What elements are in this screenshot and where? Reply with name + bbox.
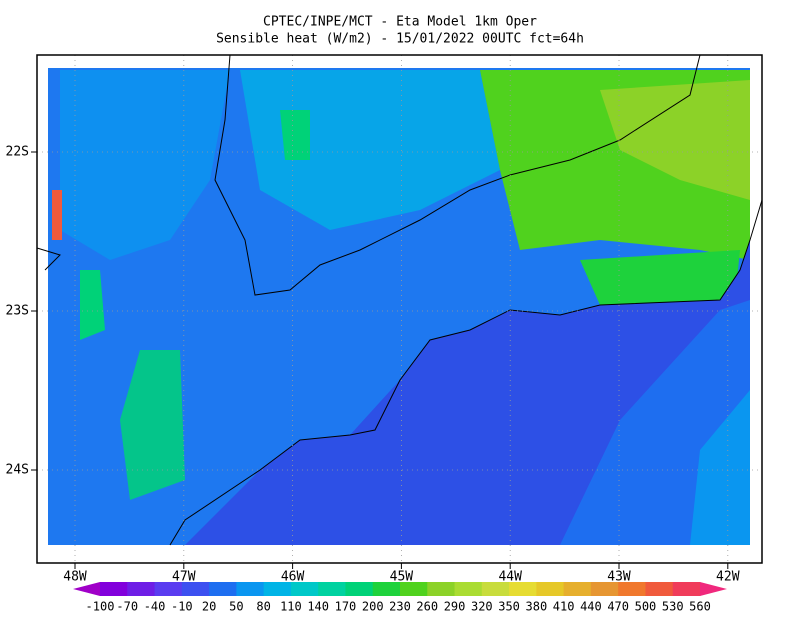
colorbar-label: 380 — [526, 600, 548, 614]
land-patch — [600, 80, 750, 200]
title-line-1: CPTEC/INPE/MCT - Eta Model 1km Oper — [263, 15, 537, 30]
colorbar-box — [672, 582, 701, 596]
title-line-2: Sensible heat (W/m2) - 15/01/2022 00UTC … — [216, 32, 584, 47]
colorbar-box — [454, 582, 483, 596]
lon-label: 46W — [281, 570, 305, 585]
colorbar-label: 230 — [389, 600, 411, 614]
colorbar-label: -40 — [144, 600, 166, 614]
colorbar-box — [590, 582, 619, 596]
colorbar-label: 140 — [307, 600, 329, 614]
colorbar-box — [236, 582, 265, 596]
colorbar-label: 80 — [256, 600, 270, 614]
ocean-warm — [690, 390, 750, 545]
grid — [31, 55, 762, 569]
land-patch — [280, 110, 310, 160]
lon-label: 44W — [498, 570, 522, 585]
colorbar-box — [400, 582, 428, 596]
colorbar-label: 500 — [635, 600, 657, 614]
lon-label: 43W — [607, 570, 631, 585]
colorbar-label: -70 — [116, 600, 138, 614]
colorbar-label: -10 — [171, 600, 193, 614]
colorbar-label: 530 — [662, 600, 684, 614]
colorbar-box — [645, 582, 674, 596]
colorbar-end — [700, 582, 727, 596]
colorbar-box — [100, 582, 128, 596]
colorbar-end — [73, 582, 100, 596]
field — [48, 68, 750, 545]
lat-label: 22S — [6, 145, 29, 160]
lon-label: 45W — [390, 570, 414, 585]
land-patch — [120, 350, 185, 500]
colorbar-label: 440 — [580, 600, 602, 614]
colorbar-label: 470 — [607, 600, 629, 614]
lon-label: 47W — [172, 570, 196, 585]
boundaries — [36, 54, 763, 546]
colorbar-label: 320 — [471, 600, 493, 614]
colorbar-box — [290, 582, 319, 596]
lat-label: 24S — [6, 463, 29, 478]
colorbar-label: 410 — [553, 600, 575, 614]
colorbar-label: 290 — [444, 600, 466, 614]
colorbar-box — [263, 582, 292, 596]
hot-spot — [52, 190, 62, 240]
state-border — [214, 54, 701, 296]
colorbar-box — [318, 582, 346, 596]
colorbar-box — [372, 582, 401, 596]
colorbar-label: 200 — [362, 600, 384, 614]
lon-label: 48W — [63, 570, 87, 585]
colorbar-box — [181, 582, 210, 596]
colorbar-box — [345, 582, 374, 596]
colorbar-label: 170 — [335, 600, 357, 614]
colorbar-box — [209, 582, 237, 596]
colorbar-label: 560 — [689, 600, 711, 614]
colorbar-box — [481, 582, 510, 596]
lon-label: 42W — [716, 570, 740, 585]
map-frame — [36, 54, 763, 564]
colorbar-box — [154, 582, 183, 596]
colorbar-label: 110 — [280, 600, 302, 614]
land-patch — [80, 270, 105, 340]
colorbar-label: 20 — [202, 600, 216, 614]
colorbar-label: 350 — [498, 600, 520, 614]
colorbar-box — [509, 582, 537, 596]
coastline — [169, 199, 763, 546]
colorbar-label: 260 — [416, 600, 438, 614]
state-border — [36, 247, 61, 271]
colorbar-box — [563, 582, 592, 596]
colorbar-label: -100 — [86, 600, 115, 614]
colorbar-box — [618, 582, 646, 596]
land-patch — [580, 250, 740, 305]
colorbar-label: 50 — [229, 600, 243, 614]
colorbar: -100 -70 -40 -10 20 50 80 110 140 170 200 230 260 290… — [73, 582, 727, 614]
lat-label: 23S — [6, 304, 29, 319]
land-patch — [60, 70, 230, 260]
colorbar-box — [427, 582, 456, 596]
colorbar-box — [536, 582, 565, 596]
colorbar-box — [127, 582, 156, 596]
